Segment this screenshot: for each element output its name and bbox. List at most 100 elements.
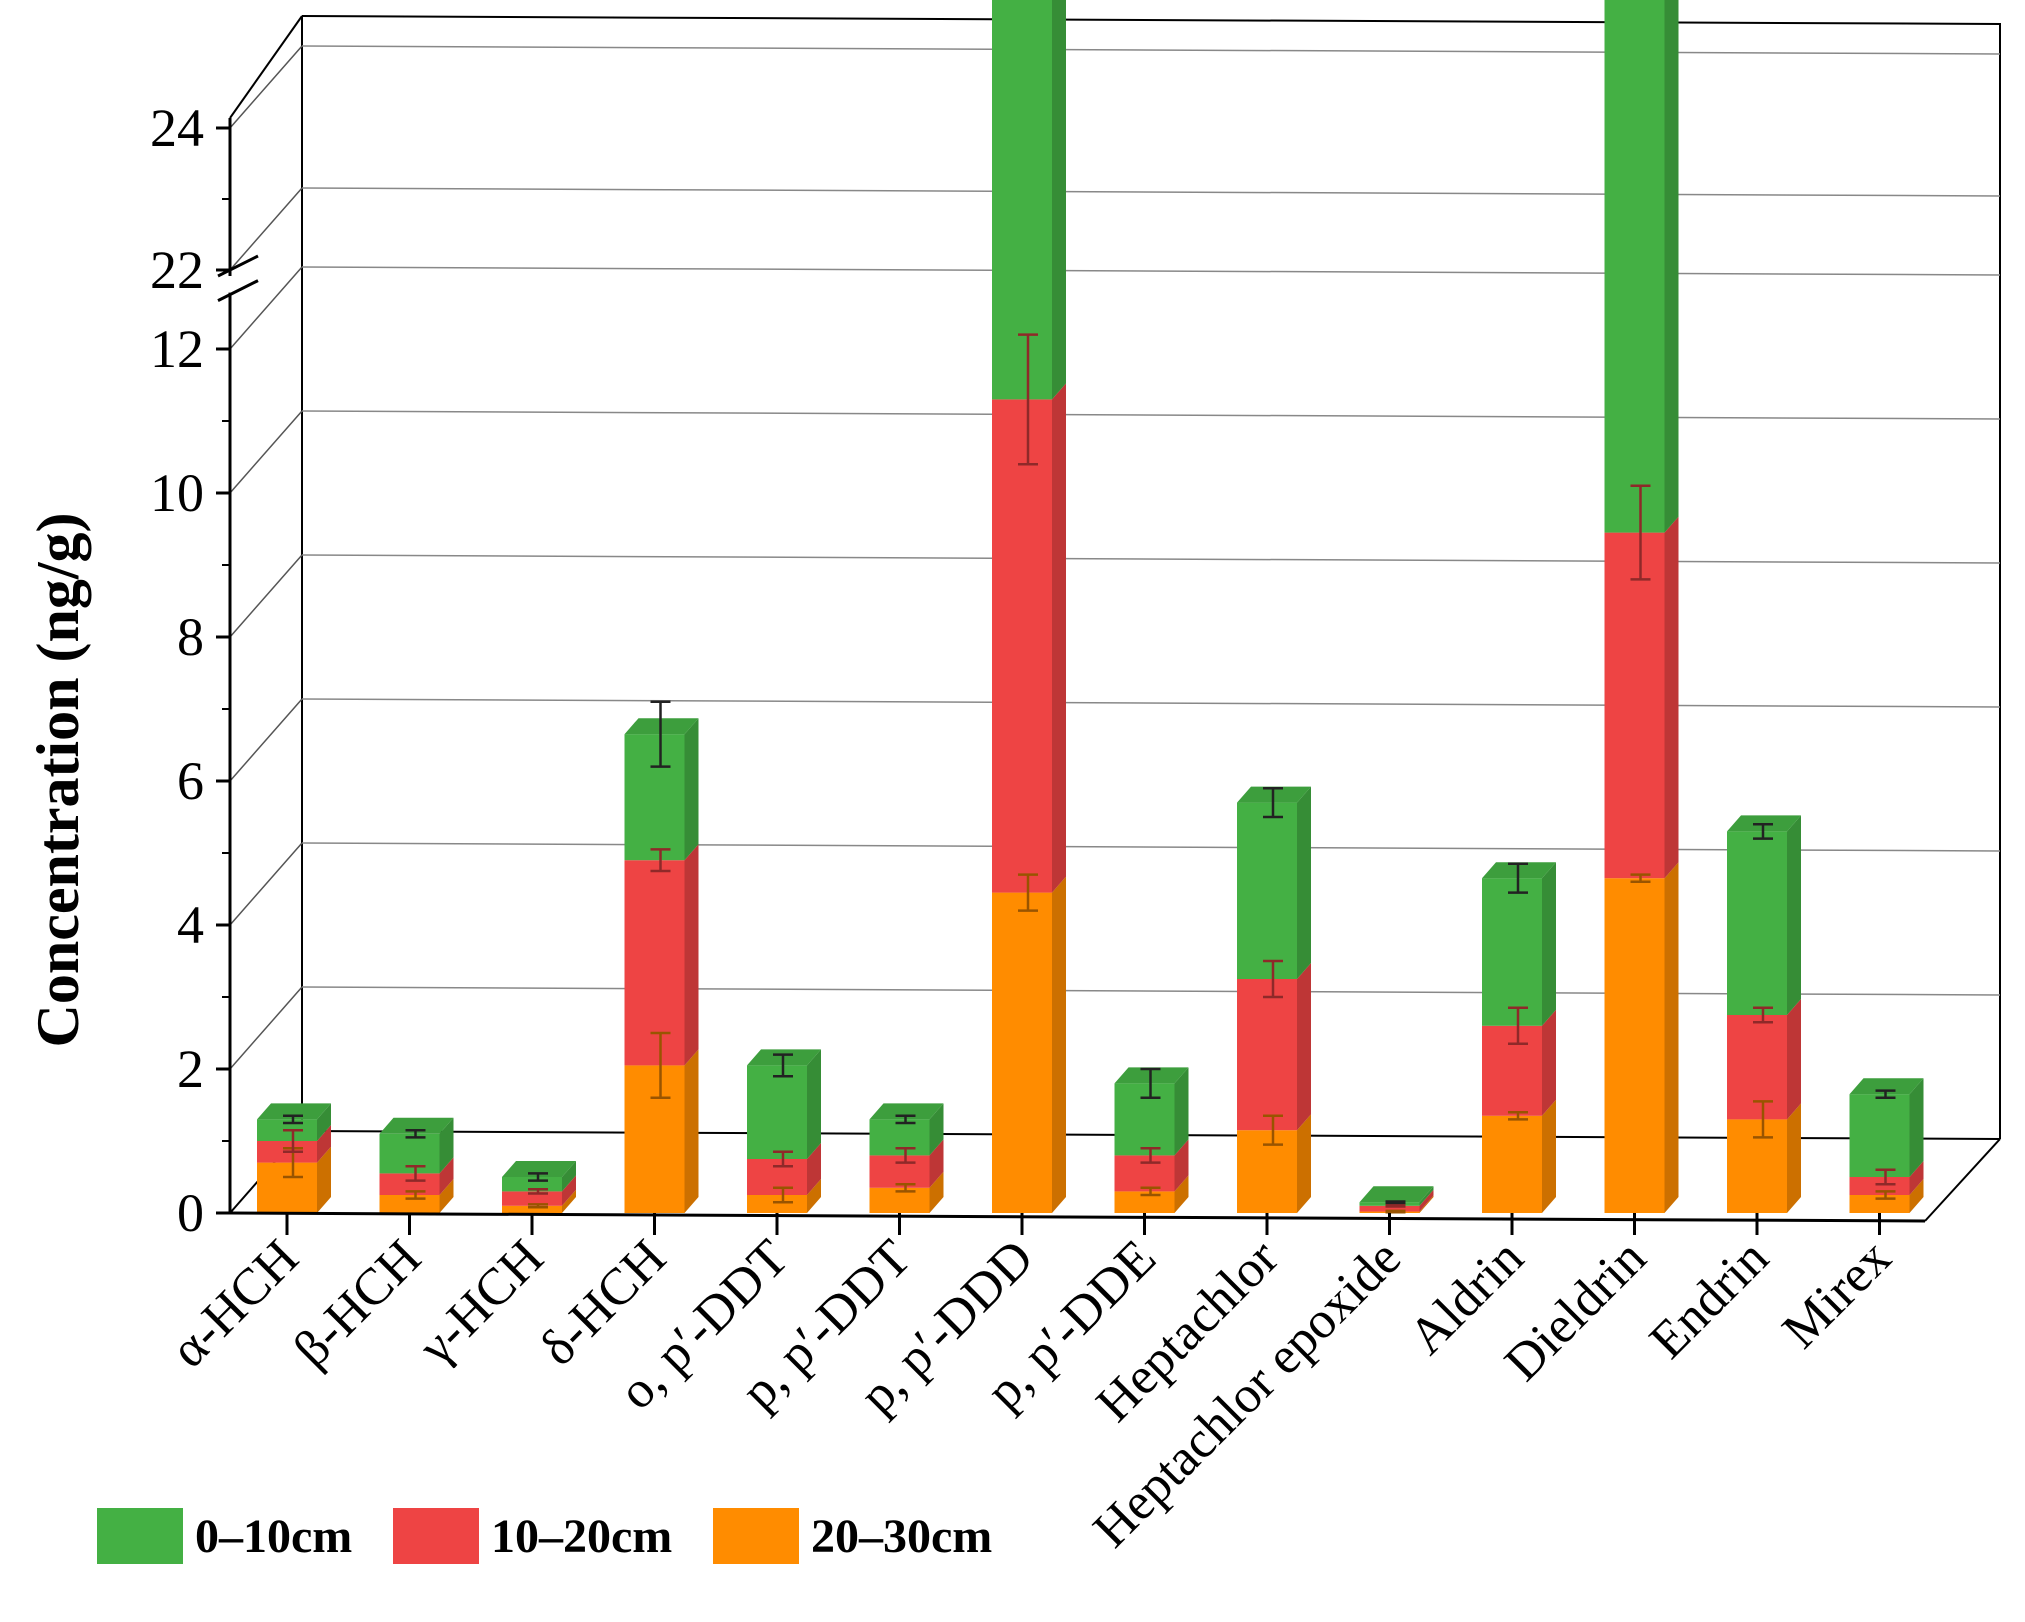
error-bar bbox=[1508, 862, 1528, 894]
bar-0–10cm-side bbox=[1297, 786, 1311, 979]
bar-20–30cm-side bbox=[1419, 1195, 1434, 1213]
bar-10–20cm-side bbox=[317, 1125, 331, 1163]
error-bar bbox=[895, 1114, 916, 1125]
error-bar bbox=[1263, 959, 1283, 999]
bar-10–20cm bbox=[1727, 1015, 1787, 1120]
bar-10–20cm bbox=[1604, 532, 1665, 879]
bar-0–10cm-side bbox=[1542, 862, 1556, 1026]
bar-0–10cm-side bbox=[1174, 1067, 1189, 1156]
bar-10–20cm-side bbox=[1787, 999, 1801, 1120]
error-bar bbox=[1140, 1186, 1161, 1197]
bar-10–20cm bbox=[624, 860, 685, 1066]
bar-10–20cm-side bbox=[929, 1139, 944, 1188]
bars bbox=[257, 0, 1924, 1214]
bar-top-cap bbox=[502, 1161, 576, 1177]
bar-top-cap bbox=[869, 1103, 944, 1120]
bar-0–10cm bbox=[379, 1133, 440, 1174]
error-bar bbox=[283, 1114, 303, 1125]
error-bar bbox=[1263, 786, 1283, 819]
bar-stack-10 bbox=[1482, 862, 1556, 1213]
gridline-depth bbox=[229, 45, 303, 129]
error-bar bbox=[405, 1190, 426, 1200]
error-bar bbox=[650, 848, 671, 873]
bar-top-cap bbox=[1849, 1078, 1924, 1095]
bar-0–10cm bbox=[869, 1119, 930, 1156]
bar-0–10cm bbox=[992, 0, 1052, 400]
gridline-depth bbox=[229, 266, 303, 350]
bar-20–30cm-side bbox=[929, 1171, 944, 1213]
bar-10–20cm bbox=[992, 399, 1052, 893]
error-bar bbox=[1385, 1209, 1406, 1214]
bar-20–30cm bbox=[624, 1065, 685, 1213]
bar-10–20cm-side bbox=[1909, 1161, 1924, 1195]
bar-0–10cm-side bbox=[439, 1117, 454, 1174]
error-bar bbox=[1875, 1089, 1896, 1100]
error-bar bbox=[1630, 484, 1651, 581]
floor-right-edge bbox=[1924, 1138, 2001, 1222]
gridline-depth bbox=[229, 187, 303, 271]
gridline bbox=[301, 554, 2001, 564]
bar-stack-4 bbox=[747, 1049, 821, 1213]
bar-20–30cm-side bbox=[439, 1179, 454, 1213]
gridline-depth bbox=[229, 986, 303, 1070]
bar-20–30cm bbox=[992, 892, 1052, 1213]
error-bar bbox=[1630, 873, 1651, 884]
gridlines bbox=[229, 45, 2001, 1070]
top-depth-edge bbox=[229, 15, 303, 119]
error-bar bbox=[405, 1164, 426, 1182]
bar-0–10cm-side bbox=[562, 1161, 576, 1192]
bar-20–30cm bbox=[747, 1195, 807, 1213]
error-bar bbox=[1018, 333, 1038, 466]
error-bar bbox=[895, 1146, 916, 1164]
error-bar bbox=[1753, 1100, 1773, 1139]
error-bar bbox=[1018, 873, 1038, 912]
bar-20–30cm bbox=[1482, 1115, 1542, 1213]
y-tick-label: 4 bbox=[177, 895, 204, 955]
bar-0–10cm-side bbox=[1787, 815, 1801, 1015]
x-tick-label: Mirex bbox=[1772, 1229, 1902, 1359]
legend-label: 0–10cm bbox=[195, 1510, 352, 1563]
bar-10–20cm bbox=[1482, 1025, 1542, 1116]
error-bar bbox=[1140, 1067, 1161, 1100]
bar-stack-6 bbox=[992, 0, 1066, 1213]
gridline bbox=[301, 266, 2001, 276]
gridline bbox=[301, 187, 2001, 197]
x-tick-label: α-HCH bbox=[160, 1229, 309, 1378]
error-bar bbox=[650, 1031, 671, 1100]
bar-stack-8 bbox=[1237, 786, 1311, 1213]
error-bar bbox=[1508, 1110, 1528, 1121]
x-tick-label: γ-HCH bbox=[407, 1229, 554, 1376]
legend: 0–10cm 10–20cm 20–30cm bbox=[97, 1508, 992, 1564]
bar-0–10cm bbox=[747, 1065, 807, 1159]
bar-stack-12 bbox=[1727, 815, 1801, 1213]
bar-10–20cm-side bbox=[1052, 383, 1066, 893]
bar-0–10cm bbox=[1482, 878, 1542, 1026]
error-bar bbox=[1140, 1146, 1161, 1164]
x-axis-line bbox=[229, 1211, 1926, 1223]
bar-10–20cm-side bbox=[684, 844, 699, 1066]
error-bar bbox=[1753, 1006, 1773, 1024]
bar-top-cap bbox=[1359, 1186, 1434, 1203]
error-bar bbox=[895, 1182, 916, 1193]
error-bar bbox=[1508, 1006, 1528, 1046]
bar-20–30cm-side bbox=[562, 1189, 576, 1213]
error-bar bbox=[1875, 1190, 1896, 1200]
error-bar bbox=[1385, 1200, 1406, 1205]
bar-0–10cm bbox=[1114, 1083, 1175, 1156]
bar-10–20cm bbox=[1114, 1155, 1175, 1192]
bar-20–30cm-side bbox=[1664, 862, 1679, 1213]
bar-20–30cm-side bbox=[684, 1049, 699, 1213]
legend-item: 0–10cm bbox=[97, 1508, 352, 1564]
error-bar bbox=[773, 1150, 793, 1168]
legend-swatch bbox=[713, 1508, 799, 1564]
error-bar bbox=[1263, 1114, 1283, 1146]
bar-10–20cm-side bbox=[1664, 516, 1679, 879]
bar-10–20cm bbox=[1359, 1205, 1420, 1212]
bar-20–30cm-side bbox=[1174, 1175, 1189, 1213]
error-bar bbox=[1875, 1168, 1896, 1186]
legend-item: 20–30cm bbox=[713, 1508, 992, 1564]
y-tick-label: 12 bbox=[150, 319, 204, 379]
bar-10–20cm bbox=[1237, 979, 1297, 1131]
bar-20–30cm-side bbox=[1542, 1099, 1556, 1213]
bar-0–10cm bbox=[1727, 831, 1787, 1015]
